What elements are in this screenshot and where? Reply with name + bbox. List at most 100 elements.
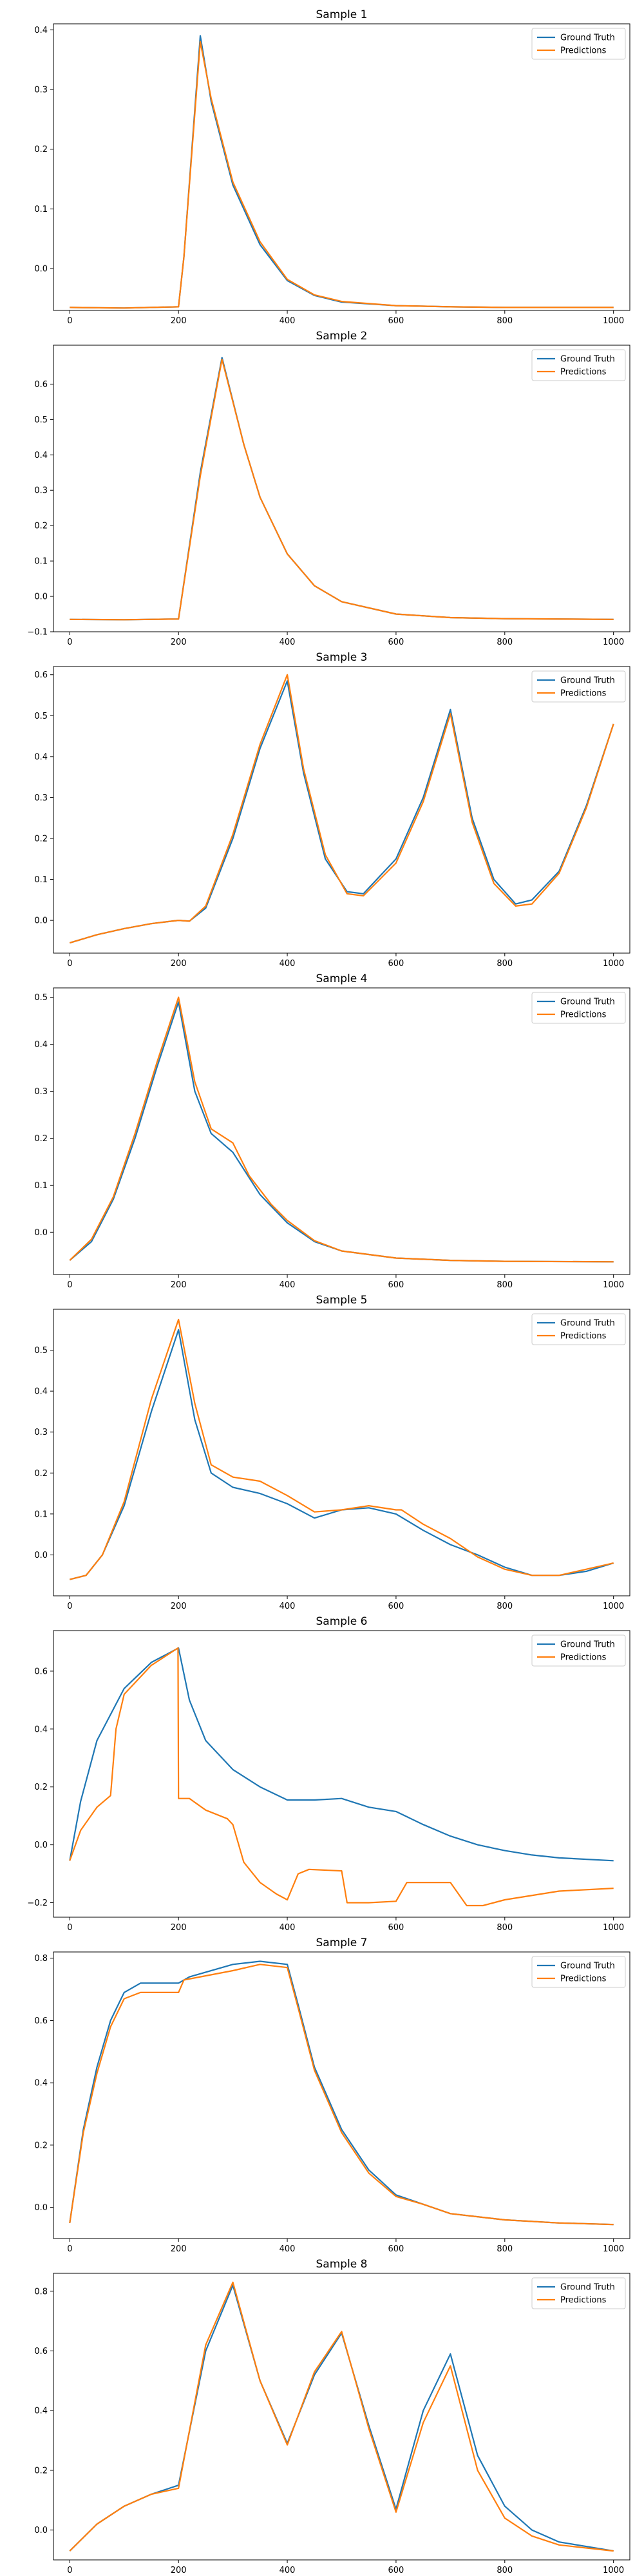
y-tick-label: 0.0 — [34, 2526, 48, 2535]
legend-label: Ground Truth — [560, 998, 615, 1007]
y-tick-label: 0.4 — [34, 1387, 48, 1397]
legend-label: Ground Truth — [560, 33, 615, 43]
x-tick-label: 0 — [67, 638, 72, 647]
x-tick-label: 600 — [388, 316, 404, 326]
legend-box — [531, 670, 626, 703]
axes-frame — [53, 2273, 630, 2561]
predictions-line — [69, 2281, 614, 2552]
legend-label: Predictions — [560, 46, 607, 56]
x-tick-label: 0 — [67, 2566, 72, 2575]
ground-truth-line — [70, 357, 614, 621]
x-tick-label: 400 — [279, 1280, 296, 1290]
x-tick-label: 400 — [279, 2244, 296, 2254]
y-tick-label: 0.3 — [34, 1087, 48, 1097]
axes-frame — [53, 666, 630, 954]
ground-truth-line — [69, 1647, 614, 1862]
legend: Ground Truth Predictions — [531, 1956, 626, 1988]
y-tick-label: 0.1 — [34, 557, 48, 567]
y-tick-label: 0.2 — [34, 1134, 48, 1144]
x-tick-label: 600 — [388, 1280, 404, 1290]
y-tick-label: 0.6 — [34, 380, 48, 390]
x-tick-label: 1000 — [603, 2244, 624, 2254]
x-tick-label: 800 — [497, 2244, 513, 2254]
x-tick-label: 1000 — [603, 1602, 624, 1611]
predictions-line — [70, 41, 614, 309]
plot-area — [69, 674, 614, 944]
legend-label: Ground Truth — [560, 1640, 615, 1650]
x-tick-label: 1000 — [603, 638, 624, 647]
legend-box — [531, 28, 626, 60]
y-tick-label: 0.3 — [34, 1428, 48, 1437]
x-tick-label: 400 — [279, 2566, 296, 2575]
x-tick-label: 800 — [497, 1280, 513, 1290]
x-tick-label: 0 — [67, 316, 72, 326]
legend-label: Predictions — [560, 689, 607, 699]
y-tick-label: 0.5 — [34, 415, 48, 425]
predictions-line — [69, 1647, 614, 1907]
y-tick-label: 0.6 — [34, 2347, 48, 2356]
x-tick-label: 1000 — [603, 1280, 624, 1290]
ground-truth-line — [70, 35, 614, 309]
y-tick-label: 0.2 — [34, 2466, 48, 2476]
x-tick-label: 400 — [279, 316, 296, 326]
subplot-title: Sample 1 — [316, 8, 368, 21]
legend-label: Ground Truth — [560, 676, 615, 686]
ground-truth-line — [69, 1001, 614, 1263]
x-tick-label: 200 — [171, 2566, 187, 2575]
x-tick-label: 200 — [171, 959, 187, 969]
subplot-3: Sample 3 0 200 400 600 800 1000 0.0 0.1 0.2 0.3 0.4… — [34, 651, 630, 969]
legend-label: Predictions — [560, 1332, 607, 1341]
x-tick-label: 600 — [388, 638, 404, 647]
x-tick-label: 200 — [171, 2244, 187, 2254]
x-tick-label: 1000 — [603, 2566, 624, 2575]
plot-area — [69, 1647, 614, 1907]
plot-area — [69, 996, 614, 1263]
ground-truth-line — [70, 1329, 614, 1580]
axes-frame — [53, 345, 630, 632]
subplot-title: Sample 6 — [316, 1615, 368, 1628]
y-tick-label: 0.6 — [34, 1667, 48, 1676]
legend-label: Predictions — [560, 1010, 607, 1020]
y-tick-label: 0.0 — [34, 1551, 48, 1560]
x-tick-label: 600 — [388, 1602, 404, 1611]
legend: Ground Truth Predictions — [531, 1313, 626, 1345]
y-tick-label: 0.4 — [34, 752, 48, 762]
predictions-line — [69, 674, 614, 944]
x-tick-label: 200 — [171, 316, 187, 326]
subplot-title: Sample 8 — [316, 2258, 368, 2271]
x-tick-label: 0 — [67, 1280, 72, 1290]
legend-label: Predictions — [560, 368, 607, 377]
legend-label: Ground Truth — [560, 355, 615, 365]
subplot-title: Sample 4 — [316, 972, 368, 985]
legend: Ground Truth Predictions — [531, 992, 626, 1024]
y-tick-label: 0.3 — [34, 793, 48, 803]
y-tick-label: 0.1 — [34, 205, 48, 214]
y-tick-label: 0.2 — [34, 522, 48, 531]
legend-box — [531, 349, 626, 381]
x-tick-label: 0 — [67, 959, 72, 969]
ground-truth-line — [69, 2284, 614, 2552]
x-tick-label: 400 — [279, 1923, 296, 1933]
subplot-title: Sample 2 — [316, 330, 368, 343]
axes-frame — [53, 1630, 630, 1918]
legend-box — [531, 1956, 626, 1988]
y-tick-label: 0.4 — [34, 2407, 48, 2416]
ground-truth-line — [69, 1960, 614, 2226]
axes-frame — [53, 23, 630, 311]
subplot-title: Sample 5 — [316, 1294, 368, 1307]
subplot-6: Sample 6 0 200 400 600 800 1000 −0.2 0.0 0.2 0.4 0.… — [27, 1615, 630, 1933]
legend-box — [531, 992, 626, 1024]
x-tick-label: 800 — [497, 1923, 513, 1933]
legend-label: Ground Truth — [560, 1962, 615, 1971]
x-tick-label: 600 — [388, 959, 404, 969]
plot-area — [69, 1960, 614, 2226]
y-tick-label: 0.4 — [34, 451, 48, 460]
x-tick-label: 400 — [279, 1602, 296, 1611]
legend-label: Predictions — [560, 1975, 607, 1984]
subplot-5: Sample 5 0 200 400 600 800 1000 0.0 0.1 0.2 0.3 0.4… — [34, 1294, 630, 1611]
x-tick-label: 200 — [171, 1602, 187, 1611]
x-tick-label: 600 — [388, 1923, 404, 1933]
y-tick-label: 0.6 — [34, 670, 48, 680]
subplot-4: Sample 4 0 200 400 600 800 1000 0.0 0.1 0.2 0.3 0.4… — [34, 972, 630, 1290]
